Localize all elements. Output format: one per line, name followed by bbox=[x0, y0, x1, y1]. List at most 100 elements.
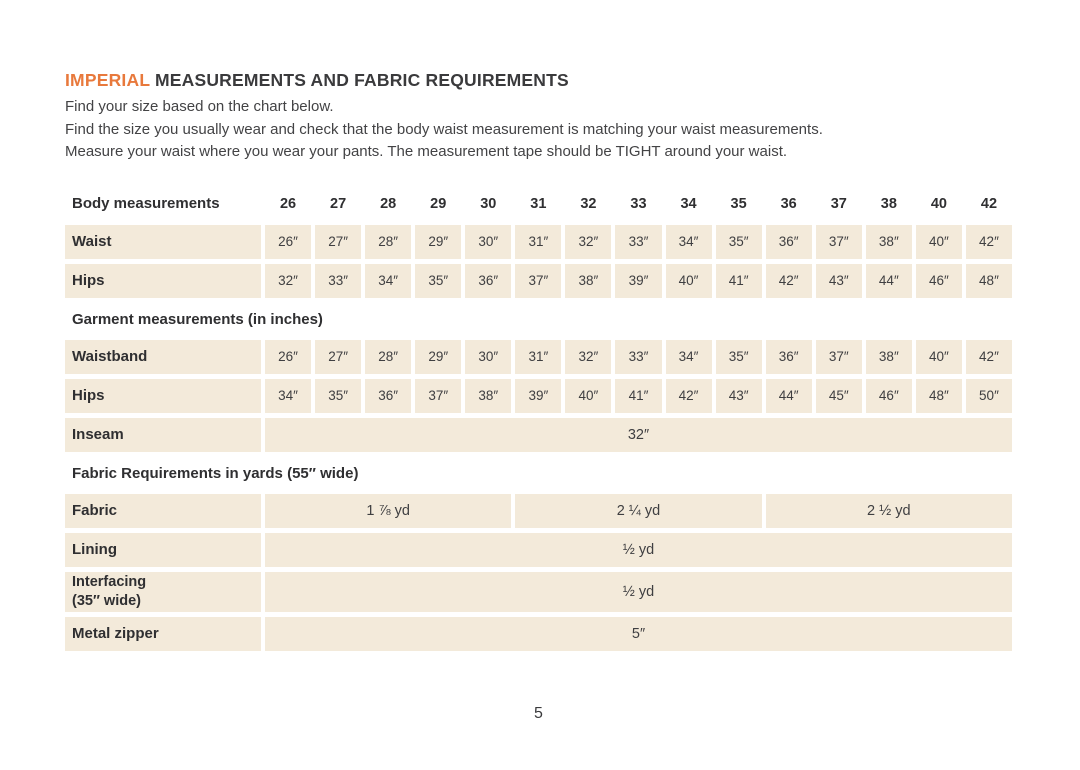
table-row-body-hips: Hips 32″ 33″ 34″ 35″ 36″ 37″ 38″ 39″ 40″ 41″ 42″ 43… bbox=[65, 263, 1012, 298]
garment-hips-value-cell: 42″ bbox=[665, 378, 712, 413]
waistband-value-cell: 26″ bbox=[265, 339, 312, 374]
garment-hips-value-cell: 37″ bbox=[415, 378, 462, 413]
table-row-garment-hips: Hips 34″ 35″ 36″ 37″ 38″ 39″ 40″ 41″ 42″ 43″ 44″ 45… bbox=[65, 378, 1012, 413]
size-header-value: 40 bbox=[930, 195, 947, 212]
fabric-yardage-cell-1: 1 ⅞ yd bbox=[265, 493, 512, 528]
body-hips-value-cell: 38″ bbox=[565, 263, 612, 298]
body-hips-value-cell: 40″ bbox=[665, 263, 712, 298]
lining-value-cell: ½ yd bbox=[265, 532, 1012, 567]
waistband-value-cell: 40″ bbox=[915, 339, 962, 374]
body-hips-value-cell: 48″ bbox=[965, 263, 1012, 298]
row-label-garment-hips: Hips bbox=[65, 378, 261, 413]
body-hips-value-cell: 43″ bbox=[815, 263, 862, 298]
waist-value-cell: 36″ bbox=[765, 224, 812, 259]
waistband-value-cell: 38″ bbox=[865, 339, 912, 374]
garment-hips-value-cell: 35″ bbox=[315, 378, 362, 413]
fabric-yardage-cell-3: 2 ½ yd bbox=[765, 493, 1012, 528]
row-label-zipper: Metal zipper bbox=[65, 616, 261, 651]
waistband-value-cell: 29″ bbox=[415, 339, 462, 374]
garment-hips-value-cell: 46″ bbox=[865, 378, 912, 413]
garment-hips-value-cell: 36″ bbox=[365, 378, 412, 413]
size-header-value: 28 bbox=[380, 195, 397, 212]
size-header-value: 32 bbox=[580, 195, 597, 212]
body-hips-value-cell: 39″ bbox=[615, 263, 662, 298]
table-row-waist: Waist 26″ 27″ 28″ 29″ 30″ 31″ 32″ 33″ 34″ 35″ 36″ 3… bbox=[65, 224, 1012, 259]
waist-value-cell: 33″ bbox=[615, 224, 662, 259]
page-content: IMPERIAL MEASUREMENTS AND FABRIC REQUIRE… bbox=[65, 70, 1012, 723]
size-header-value: 35 bbox=[730, 195, 747, 212]
waist-value-cell: 26″ bbox=[265, 224, 312, 259]
intro-line-2: Find the size you usually wear and check… bbox=[65, 120, 823, 138]
size-header-value: 34 bbox=[680, 195, 697, 212]
fabric-yardage-cell-2: 2 ¼ yd bbox=[515, 493, 762, 528]
size-header-value: 38 bbox=[880, 195, 897, 212]
body-hips-value-cell: 33″ bbox=[315, 263, 362, 298]
size-header-value: 27 bbox=[330, 195, 347, 212]
interfacing-label-line1: Interfacing bbox=[72, 573, 147, 590]
body-hips-value-cell: 42″ bbox=[765, 263, 812, 298]
waist-value-cell: 35″ bbox=[715, 224, 762, 259]
table-row-zipper: Metal zipper 5″ bbox=[65, 616, 1012, 651]
page-title: IMPERIAL MEASUREMENTS AND FABRIC REQUIRE… bbox=[65, 70, 1012, 91]
size-header-value: 37 bbox=[830, 195, 847, 212]
row-label-fabric: Fabric bbox=[65, 493, 261, 528]
interfacing-label-line2: (35″ wide) bbox=[72, 592, 141, 609]
waist-value-cell: 27″ bbox=[315, 224, 362, 259]
intro-line-1: Find your size based on the chart below. bbox=[65, 98, 334, 115]
size-header-label: Body measurements bbox=[72, 195, 220, 212]
garment-section-title: Garment measurements (in inches) bbox=[72, 310, 323, 328]
size-header-value: 29 bbox=[430, 195, 447, 212]
garment-hips-value-cell: 40″ bbox=[565, 378, 612, 413]
garment-hips-value-cell: 44″ bbox=[765, 378, 812, 413]
size-header-value: 42 bbox=[980, 195, 998, 212]
garment-hips-value-cell: 45″ bbox=[815, 378, 862, 413]
table-row-fabric: Fabric 1 ⅞ yd 2 ¼ yd 2 ½ yd bbox=[65, 493, 1012, 528]
waistband-value-cell: 36″ bbox=[765, 339, 812, 374]
body-hips-value-cell: 34″ bbox=[365, 263, 412, 298]
waistband-value-cell: 30″ bbox=[465, 339, 512, 374]
table-row-inseam: Inseam 32″ bbox=[65, 417, 1012, 452]
intro-line-3: Measure your waist where you wear your p… bbox=[65, 143, 788, 160]
waistband-value-cell: 35″ bbox=[715, 339, 762, 374]
garment-hips-value-cell: 34″ bbox=[265, 378, 312, 413]
garment-hips-value-cell: 39″ bbox=[515, 378, 562, 413]
waist-value-cell: 42″ bbox=[965, 224, 1012, 259]
body-hips-value-cell: 36″ bbox=[465, 263, 512, 298]
waist-value-cell: 40″ bbox=[915, 224, 962, 259]
garment-hips-value-cell: 43″ bbox=[715, 378, 762, 413]
inseam-value-cell: 32″ bbox=[265, 417, 1012, 452]
waistband-value-cell: 42″ bbox=[965, 339, 1012, 374]
page-number: 5 bbox=[534, 704, 543, 722]
size-chart-table: Body measurements 26 27 28 29 30 31 32 33 34 35 36… bbox=[65, 192, 1012, 651]
zipper-value-cell: 5″ bbox=[265, 616, 1012, 651]
body-hips-value-cell: 46″ bbox=[915, 263, 962, 298]
body-hips-value-cell: 37″ bbox=[515, 263, 562, 298]
waistband-value-cell: 34″ bbox=[665, 339, 712, 374]
waistband-value-cell: 31″ bbox=[515, 339, 562, 374]
waistband-value-cell: 33″ bbox=[615, 339, 662, 374]
waist-value-cell: 30″ bbox=[465, 224, 512, 259]
waist-value-cell: 37″ bbox=[815, 224, 862, 259]
waist-value-cell: 34″ bbox=[665, 224, 712, 259]
waistband-value-cell: 28″ bbox=[365, 339, 412, 374]
waist-value-cell: 29″ bbox=[415, 224, 462, 259]
row-label-body-hips: Hips bbox=[65, 263, 261, 298]
waist-value-cell: 38″ bbox=[865, 224, 912, 259]
size-header-value: 30 bbox=[480, 195, 497, 212]
waistband-value-cell: 27″ bbox=[315, 339, 362, 374]
intro-text: Find your size based on the chart below.… bbox=[65, 96, 1012, 164]
body-hips-value-cell: 44″ bbox=[865, 263, 912, 298]
row-label-waist: Waist bbox=[65, 224, 261, 259]
body-hips-value-cell: 41″ bbox=[715, 263, 762, 298]
table-row-waistband: Waistband 26″ 27″ 28″ 29″ 30″ 31″ 32″ 33″ 34″ 35″… bbox=[65, 339, 1012, 374]
table-row-interfacing: Interfacing (35″ wide) ½ yd bbox=[65, 571, 1012, 612]
waist-value-cell: 28″ bbox=[365, 224, 412, 259]
interfacing-value-cell: ½ yd bbox=[265, 571, 1012, 612]
size-header-row: Body measurements 26 27 28 29 30 31 32 33 34 35 36… bbox=[65, 192, 1012, 216]
body-hips-value-cell: 35″ bbox=[415, 263, 462, 298]
waist-value-cell: 32″ bbox=[565, 224, 612, 259]
table-row-lining: Lining ½ yd bbox=[65, 532, 1012, 567]
size-header-value: 31 bbox=[530, 195, 547, 212]
row-label-inseam: Inseam bbox=[65, 417, 261, 452]
